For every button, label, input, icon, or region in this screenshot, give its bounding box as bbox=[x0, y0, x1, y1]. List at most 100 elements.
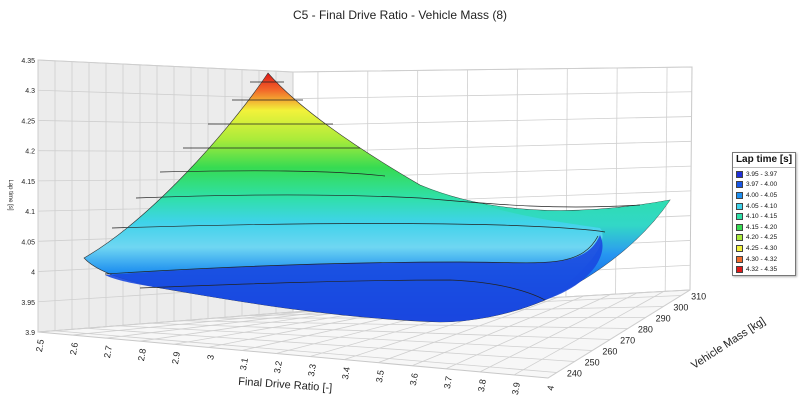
grid-line bbox=[105, 308, 346, 339]
grid-line bbox=[411, 295, 585, 367]
legend-entry-label: 4.00 - 4.05 bbox=[746, 191, 778, 199]
grid-line bbox=[479, 292, 638, 373]
grid-line bbox=[149, 322, 611, 340]
legend-swatch bbox=[736, 213, 743, 221]
legend-entry-label: 4.20 - 4.25 bbox=[746, 234, 778, 242]
x-tick-label: 3.4 bbox=[340, 366, 352, 380]
legend-entry-label: 4.15 - 4.20 bbox=[746, 223, 778, 231]
z-tick-label: 4.15 bbox=[21, 179, 35, 186]
grid-line bbox=[85, 327, 575, 362]
grid-line bbox=[547, 289, 691, 379]
z-tick-label: 4.2 bbox=[25, 149, 35, 156]
legend-swatch bbox=[736, 255, 743, 263]
y-tick-label: 260 bbox=[602, 347, 617, 357]
legend-entry: 3.97 - 4.00 bbox=[733, 180, 795, 191]
legend-items: 3.95 - 3.97 3.97 - 4.00 4.00 - 4.05 4.05 - … bbox=[733, 169, 795, 275]
grid-line bbox=[53, 330, 557, 373]
legend-title: Lap time [s] bbox=[733, 153, 795, 168]
x-tick-label: 3.6 bbox=[408, 372, 420, 386]
z-tick-label: 4.05 bbox=[21, 239, 35, 246]
grid-line bbox=[181, 320, 628, 329]
legend-entry: 4.32 - 4.35 bbox=[733, 264, 795, 275]
x-tick-label: 2.7 bbox=[102, 345, 114, 359]
legend-entry: 4.15 - 4.20 bbox=[733, 222, 795, 233]
y-tick-label: 240 bbox=[567, 369, 582, 379]
x-tick-label: 3 bbox=[205, 354, 216, 361]
x-axis-label: Final Drive Ratio [-] bbox=[238, 376, 333, 395]
z-tick-label: 4.35 bbox=[21, 58, 35, 65]
legend-swatch bbox=[736, 191, 743, 199]
z-tick-label: 3.9 bbox=[25, 330, 35, 337]
legend-entry-label: 3.97 - 4.00 bbox=[746, 181, 778, 189]
legend-swatch bbox=[736, 266, 743, 274]
contour-line bbox=[111, 223, 606, 233]
legend-entry: 4.30 - 4.32 bbox=[733, 254, 795, 265]
y-tick-label: 250 bbox=[585, 358, 600, 368]
legend-swatch bbox=[736, 234, 743, 242]
legend-swatch bbox=[736, 244, 743, 252]
grid-line bbox=[37, 89, 294, 100]
z-tick-label: 3.95 bbox=[21, 300, 35, 307]
z-tick-label: 4.1 bbox=[25, 209, 35, 216]
z-tick-label: 4.3 bbox=[25, 88, 35, 95]
legend-swatch bbox=[736, 170, 743, 178]
legend: Lap time [s] 3.95 - 3.97 3.97 - 4.00 4.00 … bbox=[732, 152, 796, 276]
contour-line bbox=[135, 194, 641, 208]
legend-entry-label: 4.30 - 4.32 bbox=[746, 255, 778, 263]
x-tick-label: 3.2 bbox=[272, 360, 284, 374]
grid-line bbox=[292, 66, 693, 73]
x-tick-label: 4 bbox=[545, 385, 556, 392]
contour-line bbox=[104, 235, 599, 275]
legend-entry-label: 4.05 - 4.10 bbox=[746, 202, 778, 210]
surface-low-region bbox=[105, 235, 603, 322]
x-tick-label: 3.8 bbox=[476, 378, 488, 392]
y-tick-label: 270 bbox=[620, 336, 635, 346]
grid-line bbox=[37, 59, 294, 73]
x-tick-label: 3.9 bbox=[510, 382, 522, 396]
y-tick-label: 310 bbox=[691, 292, 706, 302]
legend-entry: 4.25 - 4.30 bbox=[733, 243, 795, 254]
x-tick-label: 3.1 bbox=[238, 357, 250, 371]
x-tick-label: 2.9 bbox=[170, 351, 182, 365]
grid-line bbox=[117, 325, 593, 351]
x-tick-label: 2.8 bbox=[136, 348, 148, 362]
x-tick-labels: 2.5 2.6 2.7 2.8 2.9 3 3.1 3.2 3.3 3.4 3.5 3.6 3.7 3.8… bbox=[34, 339, 556, 396]
legend-entry: 3.95 - 3.97 bbox=[733, 169, 795, 180]
legend-entry-label: 4.10 - 4.15 bbox=[746, 213, 778, 221]
grid-line bbox=[445, 294, 611, 370]
surface-right-flank bbox=[420, 185, 670, 300]
legend-swatch bbox=[736, 202, 743, 210]
x-tick-label: 3.3 bbox=[306, 363, 318, 377]
legend-entry: 4.05 - 4.10 bbox=[733, 201, 795, 212]
contour-line bbox=[159, 170, 386, 177]
legend-entry: 4.20 - 4.25 bbox=[733, 233, 795, 244]
legend-swatch bbox=[736, 181, 743, 189]
y-tick-label: 290 bbox=[656, 314, 671, 324]
legend-entry-label: 3.95 - 3.97 bbox=[746, 170, 778, 178]
y-tick-label: 280 bbox=[638, 325, 653, 335]
contour-lines bbox=[104, 81, 641, 301]
z-axis-label: Lap time [s] bbox=[7, 179, 13, 210]
z-tick-label: 4.25 bbox=[21, 118, 35, 125]
z-tick-labels: 3.9 3.95 4 4.05 4.1 4.15 4.2 4.25 4.3 4.35 bbox=[21, 58, 35, 337]
grid-line bbox=[513, 291, 664, 376]
y-axis-label: Vehicle Mass [kg] bbox=[689, 315, 767, 372]
x-tick-label: 3.7 bbox=[442, 375, 454, 389]
legend-entry: 4.10 - 4.15 bbox=[733, 211, 795, 222]
legend-swatch bbox=[736, 223, 743, 231]
grid-line bbox=[377, 296, 558, 364]
grid-line bbox=[292, 91, 692, 100]
x-tick-label: 2.6 bbox=[68, 342, 80, 356]
x-tick-label: 3.5 bbox=[374, 369, 386, 383]
legend-entry-label: 4.25 - 4.30 bbox=[746, 244, 778, 252]
y-tick-label: 300 bbox=[673, 303, 688, 313]
contour-line bbox=[139, 279, 546, 301]
chart-title: C5 - Final Drive Ratio - Vehicle Mass (8… bbox=[293, 8, 507, 22]
z-tick-label: 4 bbox=[31, 270, 35, 277]
x-tick-label: 2.5 bbox=[34, 339, 46, 353]
legend-entry: 4.00 - 4.05 bbox=[733, 190, 795, 201]
grid-line bbox=[292, 116, 692, 126]
grid-line bbox=[664, 67, 668, 292]
